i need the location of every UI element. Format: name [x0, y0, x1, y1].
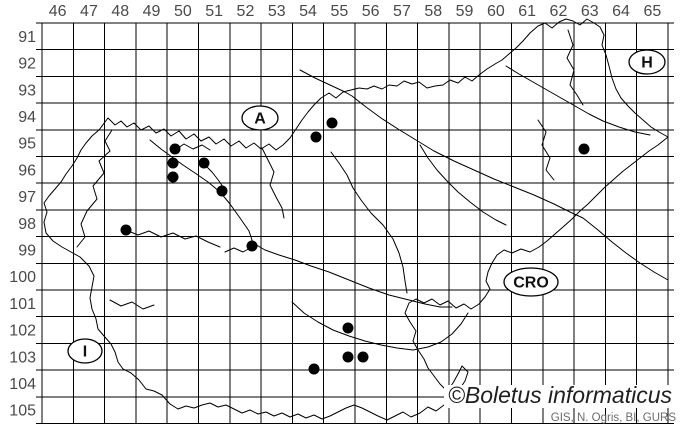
- occurrence-dot: [310, 131, 322, 143]
- row-header: 95: [18, 136, 36, 153]
- column-header: 59: [456, 3, 474, 20]
- river-mura: [505, 65, 651, 136]
- river-drava: [299, 69, 669, 281]
- occurrence-dot: [167, 171, 179, 183]
- column-header: 60: [487, 3, 505, 20]
- country-label-austria: A: [241, 105, 279, 131]
- occurrence-dot: [120, 224, 132, 236]
- column-header: 63: [581, 3, 599, 20]
- river-sava: [149, 139, 453, 308]
- column-header: 46: [49, 3, 67, 20]
- occurrence-dot: [326, 117, 338, 129]
- country-label-text: H: [641, 55, 653, 72]
- river-trib-nw1: [174, 143, 211, 151]
- row-header: 104: [9, 376, 36, 393]
- country-ellipse: [503, 267, 559, 297]
- row-header: 103: [9, 349, 36, 366]
- column-header: 62: [550, 3, 568, 20]
- row-header: 94: [18, 109, 36, 126]
- column-header: 56: [362, 3, 380, 20]
- river-pesnica: [537, 119, 555, 181]
- copyright-background: [444, 385, 676, 408]
- column-header: 58: [424, 3, 442, 20]
- occurrence-dot: [246, 240, 258, 252]
- country-border-path: [43, 18, 669, 421]
- row-header: 99: [18, 242, 36, 259]
- column-header: 49: [143, 3, 161, 20]
- occurrence-dot: [308, 363, 320, 375]
- occurrence-dot: [167, 157, 179, 169]
- map-outline-layer: [43, 18, 669, 421]
- country-label-text: CRO: [513, 275, 549, 292]
- country-labels-layer: A H CRO I: [67, 49, 666, 364]
- country-ellipse: [67, 338, 103, 364]
- occurrence-dot: [357, 351, 369, 363]
- row-header: 97: [18, 189, 36, 206]
- occurrence-dot: [342, 322, 354, 334]
- copyright-text: ©Boletus informaticus: [448, 382, 673, 408]
- occurrence-dot: [198, 157, 210, 169]
- grid-headers-layer: 46 47 48 49 50 51 52 53 54 55 56 57 58 59 60 61 62 63 64 65…: [9, 3, 661, 420]
- occurrence-dots-layer: [120, 117, 590, 375]
- column-header: 53: [268, 3, 286, 20]
- column-header: 65: [643, 3, 661, 20]
- country-label-text: I: [83, 344, 87, 361]
- rivers-layer: [76, 29, 669, 351]
- occurrence-dot: [169, 143, 181, 155]
- occurrence-dot: [342, 351, 354, 363]
- row-header: 91: [18, 29, 36, 46]
- river-soca: [76, 129, 113, 248]
- column-header: 55: [330, 3, 348, 20]
- row-header: 92: [18, 56, 36, 73]
- column-header: 47: [80, 3, 98, 20]
- row-header: 105: [9, 403, 36, 420]
- column-header: 57: [393, 3, 411, 20]
- river-reka: [109, 299, 155, 310]
- country-label-italy: I: [67, 338, 103, 364]
- column-header: 61: [518, 3, 536, 20]
- row-header: 98: [18, 216, 36, 233]
- row-header: 101: [9, 296, 36, 313]
- row-header: 93: [18, 82, 36, 99]
- river-idrijca: [125, 229, 221, 248]
- credits-text: GIS, N. Ogris, BI, GURS: [551, 412, 677, 424]
- occurrence-dot: [578, 143, 590, 155]
- river-krka: [291, 301, 469, 351]
- river-dravinja: [419, 144, 507, 226]
- column-header: 54: [299, 3, 317, 20]
- country-label-hungary: H: [628, 49, 666, 75]
- grid: [36, 22, 674, 424]
- river-ljubljanica: [224, 246, 253, 253]
- row-header: 102: [9, 323, 36, 340]
- row-header: 100: [9, 269, 36, 286]
- column-header: 64: [612, 3, 630, 20]
- river-kamniska: [261, 147, 285, 219]
- column-header: 50: [174, 3, 192, 20]
- country-ellipse: [628, 49, 666, 75]
- column-header: 48: [111, 3, 129, 20]
- country-ellipse: [241, 105, 279, 131]
- country-label-croatia: CRO: [503, 267, 559, 297]
- column-header: 51: [205, 3, 223, 20]
- river-ledava: [566, 29, 584, 106]
- occurrence-dot: [216, 185, 228, 197]
- river-savinja: [330, 151, 408, 294]
- country-label-text: A: [254, 111, 266, 128]
- row-header: 96: [18, 162, 36, 179]
- column-header: 52: [237, 3, 255, 20]
